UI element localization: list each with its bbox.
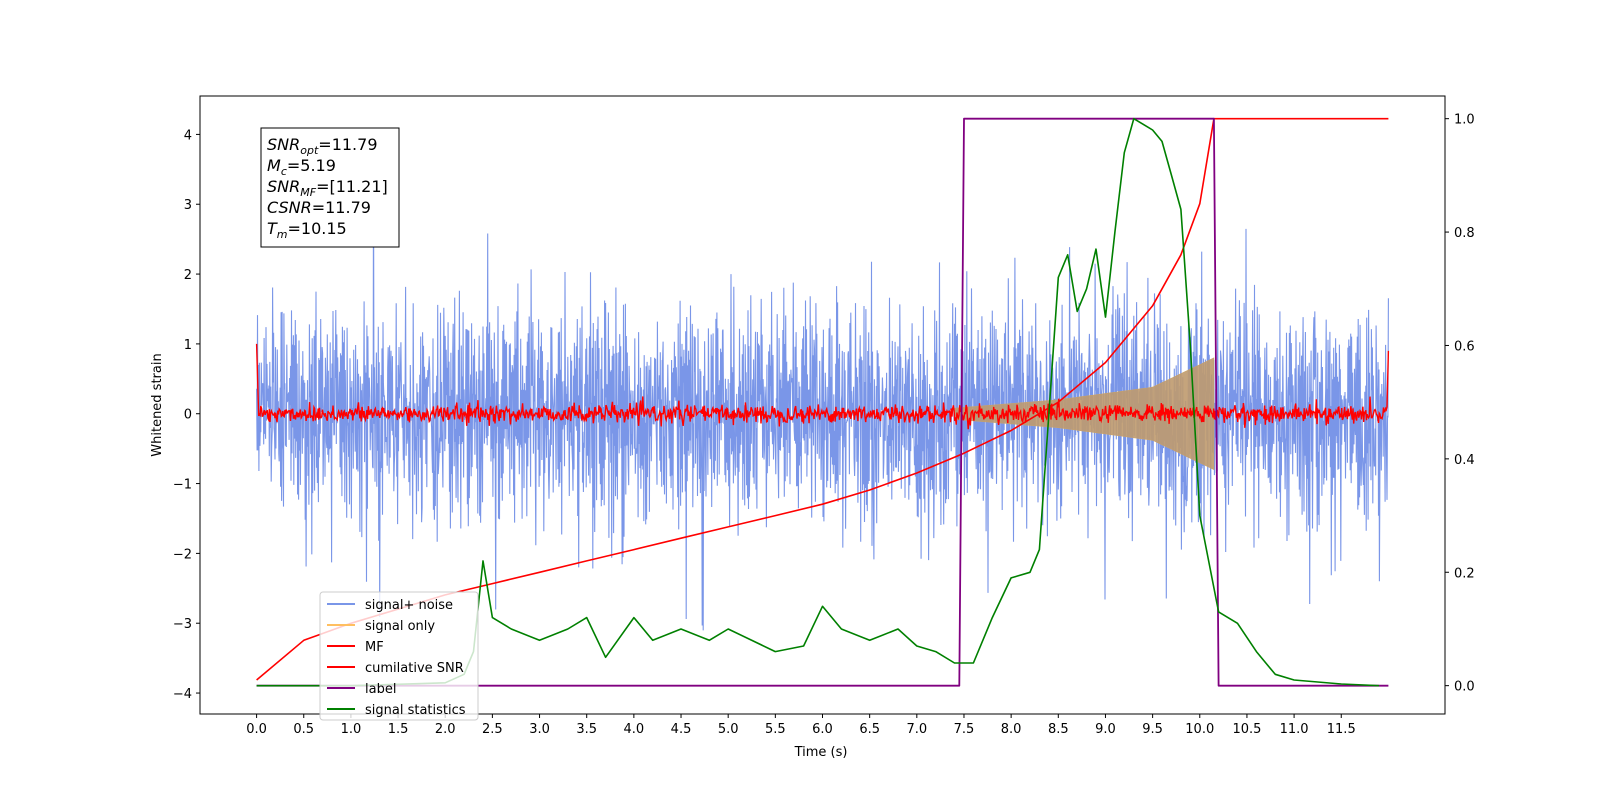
x-tick-label: 11.5 <box>1327 722 1356 737</box>
series-signal-noise <box>256 164 1389 631</box>
y-tick-label: −4 <box>173 687 192 702</box>
info-line: Mc=5.19 <box>267 156 336 178</box>
y2-tick-label: 1.0 <box>1454 113 1475 128</box>
info-line: Tm=10.15 <box>267 219 347 241</box>
legend-entry-label: MF <box>365 640 384 655</box>
x-tick-label: 1.5 <box>388 722 409 737</box>
y2-tick-label: 0.6 <box>1454 339 1475 354</box>
y2-tick-label: 0.2 <box>1454 566 1475 581</box>
y-axis-label: Whitened strain <box>150 353 165 456</box>
x-axis-label: Time (s) <box>794 745 848 760</box>
x-tick-label: 2.0 <box>435 722 456 737</box>
legend-entry-label: signal+ noise <box>365 598 453 613</box>
x-tick-label: 0.0 <box>246 722 267 737</box>
x-axis: 0.0 0.5 1.0 1.5 2.0 2.5 3.0 3.5 4.0 4.5 5.0 5.5 6.0 6… <box>246 714 1356 737</box>
x-tick-label: 1.0 <box>341 722 362 737</box>
x-tick-label: 4.0 <box>624 722 645 737</box>
y-tick-label: 1 <box>184 338 192 353</box>
legend-entry-label: signal only <box>365 619 435 634</box>
x-tick-label: 8.5 <box>1048 722 1069 737</box>
series-mf <box>255 343 1390 430</box>
y2-tick-label: 0.4 <box>1454 453 1475 468</box>
y-tick-label: −3 <box>173 617 192 632</box>
y-axis-left: −4 −3 −2 −1 0 1 2 3 4 <box>173 128 200 702</box>
y-tick-label: 2 <box>184 268 192 283</box>
x-tick-label: 2.5 <box>482 722 503 737</box>
y-tick-label: 0 <box>184 408 192 423</box>
series-label <box>256 117 1389 687</box>
x-tick-label: 7.0 <box>906 722 927 737</box>
info-annotation-box: SNRopt=11.79Mc=5.19SNRMF=[11.21]CSNR=11.… <box>260 127 400 248</box>
y-tick-label: 3 <box>184 198 192 213</box>
y-axis-right: 0.0 0.2 0.4 0.6 0.8 1.0 <box>1445 113 1475 695</box>
x-tick-label: 5.0 <box>718 722 739 737</box>
info-line: SNRopt=11.79 <box>267 135 378 157</box>
legend-entry-label: cumilative SNR <box>365 661 464 676</box>
x-tick-label: 3.0 <box>529 722 550 737</box>
x-tick-label: 11.0 <box>1280 722 1309 737</box>
x-tick-label: 10.0 <box>1185 722 1214 737</box>
x-tick-label: 10.5 <box>1232 722 1261 737</box>
legend-entry-label: label <box>365 682 396 697</box>
y-tick-label: −2 <box>173 547 192 562</box>
x-tick-label: 9.5 <box>1142 722 1163 737</box>
x-tick-label: 0.5 <box>293 722 314 737</box>
info-line: SNRMF=[11.21] <box>267 177 388 199</box>
x-tick-label: 5.5 <box>765 722 786 737</box>
legend-frame <box>319 591 479 721</box>
series-signal-statistics <box>256 117 1380 687</box>
x-tick-label: 6.5 <box>859 722 880 737</box>
info-line: CSNR=11.79 <box>267 198 371 217</box>
y-tick-label: 4 <box>184 128 192 143</box>
x-tick-label: 7.5 <box>954 722 975 737</box>
y2-tick-label: 0.8 <box>1454 226 1475 241</box>
x-tick-label: 8.0 <box>1001 722 1022 737</box>
y2-tick-label: 0.0 <box>1454 680 1475 695</box>
legend-entry-label: signal statistics <box>365 703 466 718</box>
x-tick-label: 3.5 <box>576 722 597 737</box>
x-tick-label: 6.0 <box>812 722 833 737</box>
info-box-frame <box>260 127 400 248</box>
legend: signal+ noise signal only MF cumilative SNR… <box>319 591 479 721</box>
y-tick-label: −1 <box>173 478 192 493</box>
x-tick-label: 9.0 <box>1095 722 1116 737</box>
x-tick-label: 4.5 <box>671 722 692 737</box>
